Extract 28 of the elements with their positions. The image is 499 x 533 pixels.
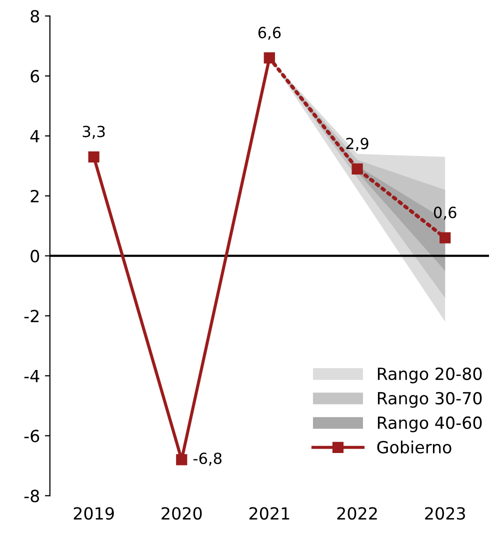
data-label: 2,9 (346, 138, 368, 151)
y-tick-label: -4 (24, 370, 40, 382)
legend-label: Rango 20-80 (378, 367, 482, 384)
legend-label: Rango 40-60 (378, 416, 482, 432)
point (352, 163, 363, 174)
y-tick-label: 0 (30, 250, 40, 262)
y-tick-label: 4 (30, 130, 40, 142)
y-tick-label: 8 (30, 10, 40, 23)
y-tick-label: 6 (30, 70, 40, 83)
point (88, 151, 100, 162)
y-tick-label: 2 (30, 190, 39, 202)
x-tick-label: 2021 (249, 507, 290, 520)
legend-label: Gobierno (377, 440, 452, 454)
data-label: -6,8 (193, 452, 222, 466)
x-tick-label: 2020 (162, 507, 202, 520)
data-label: 6,6 (258, 26, 281, 40)
point (264, 52, 276, 64)
point (440, 232, 451, 244)
y-tick-label: -6 (24, 430, 40, 442)
legend-label: Rango 30-70 (378, 392, 482, 408)
data-label: 0,6 (434, 206, 456, 220)
x-tick-label: 2019 (74, 507, 114, 520)
y-tick-label: -2 (24, 310, 39, 322)
data-label: 3,3 (82, 126, 105, 139)
y-tick-label: -8 (24, 490, 40, 502)
x-tick-label: 2022 (337, 507, 377, 520)
x-tick-label: 2023 (425, 507, 465, 520)
point (176, 454, 188, 466)
